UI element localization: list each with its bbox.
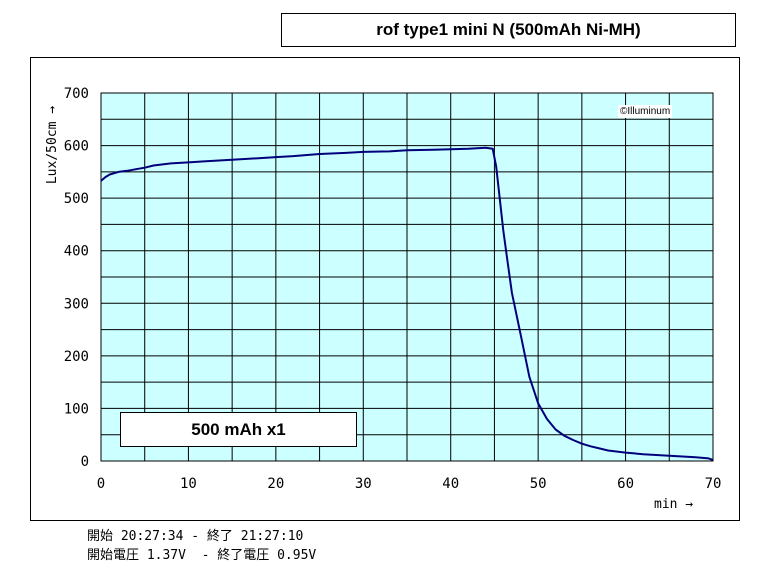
copyright-label: ©Illuminum [618, 105, 673, 118]
x-tick-label: 70 [705, 476, 722, 492]
y-tick-label: 100 [64, 401, 89, 417]
x-tick-label: 10 [180, 476, 197, 492]
x-tick-label: 60 [617, 476, 634, 492]
y-axis-label: Lux/50cm → [45, 106, 60, 184]
x-tick-label: 30 [355, 476, 372, 492]
series-line [100, 146, 714, 461]
legend-label: 500 mAh x1 [120, 412, 357, 447]
plot-border [100, 92, 714, 462]
chart-title: rof type1 mini N (500mAh Ni-MH) [281, 13, 736, 47]
y-tick-label: 0 [81, 454, 89, 470]
footer-voltage-range: 開始電圧 1.37V - 終了電圧 0.95V [87, 548, 317, 563]
y-tick-label: 400 [64, 244, 89, 260]
x-tick-label: 40 [442, 476, 459, 492]
footer-info: 開始 20:27:34 - 終了 21:27:10 開始電圧 1.37V - 終… [87, 527, 316, 565]
x-axis-label: min → [654, 497, 693, 512]
x-tick-label: 0 [97, 476, 105, 492]
x-tick-label: 50 [530, 476, 547, 492]
chart-frame [30, 57, 740, 521]
y-tick-label: 200 [64, 349, 89, 365]
footer-time-range: 開始 20:27:34 - 終了 21:27:10 [87, 529, 304, 544]
y-tick-label: 700 [64, 86, 89, 102]
y-tick-label: 600 [64, 139, 89, 155]
y-tick-label: 500 [64, 191, 89, 207]
y-tick-label: 300 [64, 296, 89, 312]
x-tick-label: 20 [267, 476, 284, 492]
